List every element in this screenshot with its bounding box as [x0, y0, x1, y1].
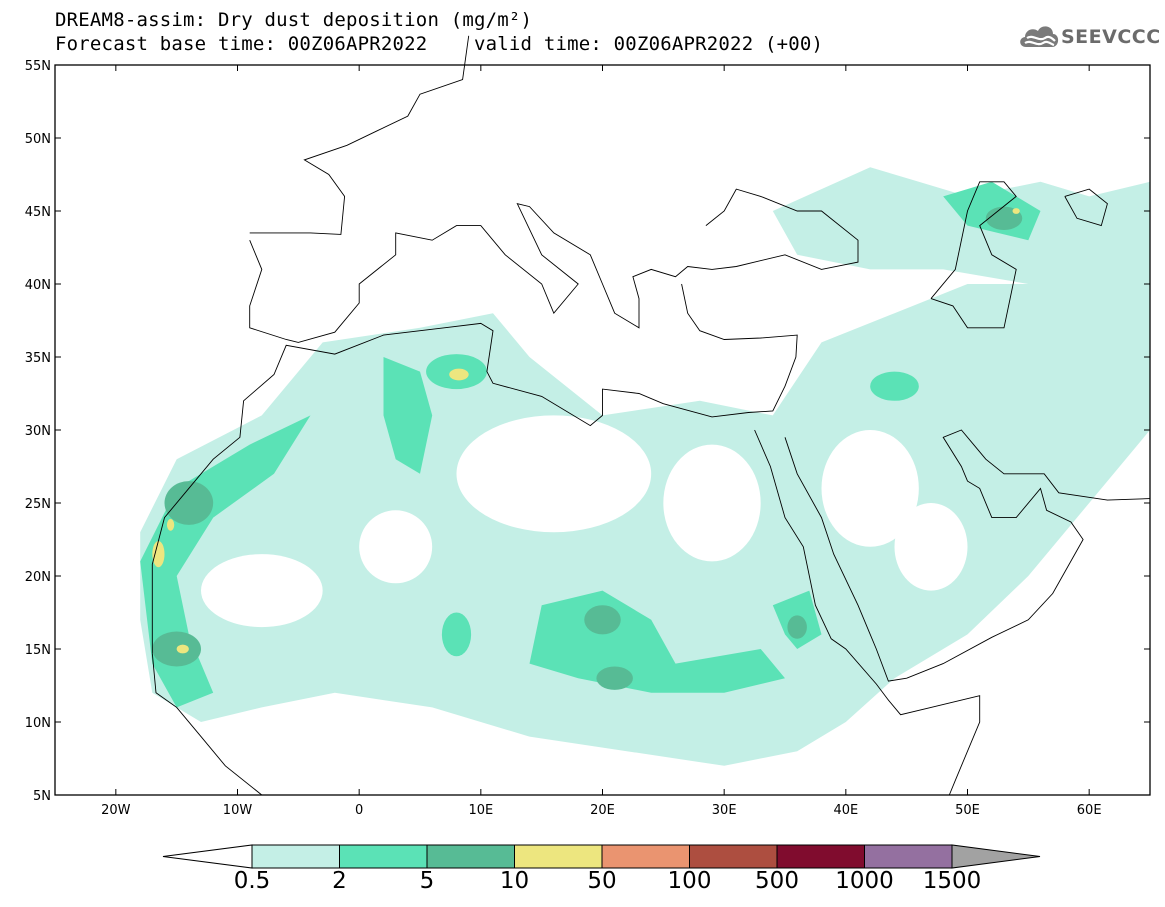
- shade-level-4: [1012, 208, 1020, 214]
- shade-level-3: [596, 666, 633, 690]
- colorbar-label: 500: [755, 868, 799, 894]
- shade-level-1: [140, 225, 1150, 766]
- colorbar-high-arrow: [951, 844, 1041, 869]
- colorbar: [162, 844, 1041, 869]
- shade-level-2: [870, 371, 919, 401]
- clear-area: [359, 510, 433, 584]
- colorbar-label: 1500: [922, 868, 982, 894]
- colorbar-label: 1000: [835, 868, 894, 894]
- clear-area: [663, 444, 761, 562]
- map-frame: 55N 50N 45N 40N 35N 30N 25N 20N 15N 10N 5N 20W 10W 0 1…: [25, 35, 1151, 818]
- coastlines-and-borders: [151, 35, 1151, 796]
- colorbar-label: 2: [332, 868, 347, 894]
- lat-label: 45N: [25, 205, 51, 220]
- colorbar-label: 0.5: [233, 868, 271, 894]
- clear-area: [456, 415, 652, 533]
- lat-label: 20N: [25, 570, 51, 585]
- lat-label: 10N: [25, 716, 51, 731]
- colorbar-swatch: [251, 844, 340, 869]
- coastline-red-sea-west: [754, 429, 981, 796]
- colorbar-swatch: [776, 844, 865, 869]
- shade-level-4: [152, 540, 165, 568]
- map-title: DREAM8-assim: Dry dust deposition (mg/m²…: [55, 9, 533, 31]
- forecast-time-line: Forecast base time: 00Z06APR2022 valid t…: [55, 33, 824, 55]
- coastline-mediterranean: [151, 283, 798, 654]
- colorbar-label: 10: [499, 868, 530, 894]
- clear-area: [894, 503, 968, 591]
- colorbar-label: 5: [419, 868, 435, 894]
- coastline-atlantic: [249, 35, 470, 235]
- shade-level-3: [787, 615, 807, 639]
- shade-level-2: [383, 357, 433, 474]
- clear-area: [529, 298, 725, 387]
- clear-area: [201, 554, 323, 628]
- shade-level-2: [441, 612, 472, 657]
- lat-label: 55N: [25, 59, 51, 74]
- seevccc-logo: SEEVCCC: [1017, 20, 1160, 62]
- coastline-europe: [249, 188, 859, 343]
- lon-label: 50E: [955, 803, 980, 818]
- shade-level-4: [449, 368, 469, 381]
- lon-label: 20W: [101, 803, 131, 818]
- shade-level-3: [164, 481, 214, 525]
- axis-ticks: 55N 50N 45N 40N 35N 30N 25N 20N 15N 10N 5N 20W 10W 0 1…: [25, 59, 1150, 818]
- coastline-west-africa: [151, 653, 263, 796]
- shade-level-4: [176, 644, 189, 654]
- lat-label: 25N: [25, 497, 51, 512]
- lon-label: 20E: [590, 803, 615, 818]
- shade-level-4: [166, 519, 175, 531]
- colorbar-label: 100: [667, 868, 712, 894]
- dust-deposition-shading: [140, 167, 1150, 766]
- lon-label: 0: [355, 803, 363, 818]
- coastline-aral: [1064, 188, 1108, 227]
- lon-label: 10W: [223, 803, 253, 818]
- lat-label: 30N: [25, 424, 51, 439]
- colorbar-swatch: [689, 844, 778, 869]
- lat-label: 50N: [25, 132, 51, 147]
- colorbar-swatch: [601, 844, 690, 869]
- lon-label: 60E: [1077, 803, 1102, 818]
- lat-label: 5N: [33, 789, 51, 804]
- lon-label: 10E: [468, 803, 493, 818]
- colorbar-swatch: [339, 844, 428, 869]
- coastline-caspian: [930, 181, 1017, 329]
- shade-level-3: [584, 605, 621, 635]
- colorbar-label: 50: [587, 868, 617, 894]
- clear-area: [821, 430, 919, 547]
- lat-label: 35N: [25, 351, 51, 366]
- lon-label: 40E: [833, 803, 858, 818]
- logo-text: SEEVCCC: [1061, 26, 1161, 48]
- cloud-icon: [1020, 26, 1059, 47]
- shade-level-1-north: [772, 167, 1150, 284]
- colorbar-swatch: [426, 844, 515, 869]
- coastline-arabia: [784, 429, 1151, 682]
- colorbar-low-arrow: [162, 844, 253, 869]
- lon-label: 30E: [712, 803, 737, 818]
- lat-label: 40N: [25, 278, 51, 293]
- colorbar-swatch: [514, 844, 603, 869]
- colorbar-swatch: [864, 844, 953, 869]
- lat-label: 15N: [25, 643, 51, 658]
